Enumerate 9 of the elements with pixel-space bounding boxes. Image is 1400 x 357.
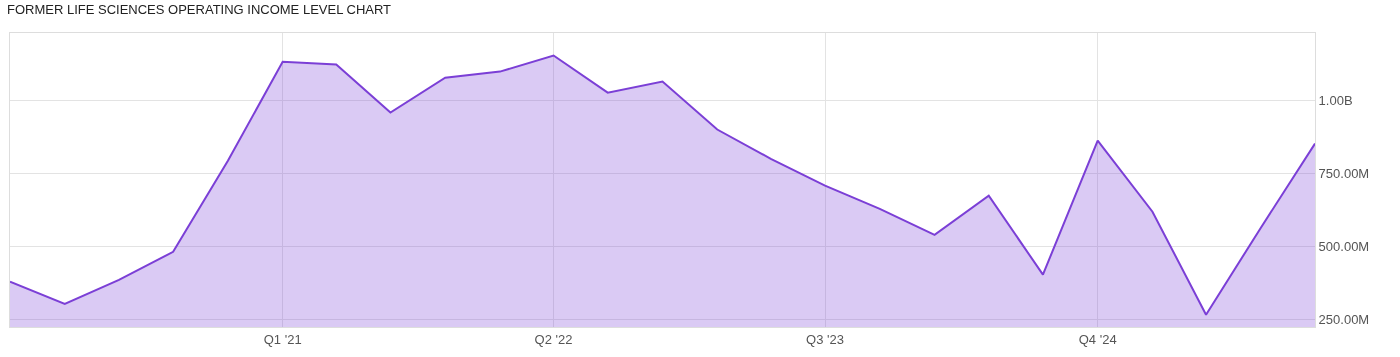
x-tick-label: Q3 '23: [806, 331, 844, 347]
x-tick-label: Q2 '22: [534, 331, 573, 347]
y-tick-label: 500.00M: [1318, 239, 1370, 255]
y-tick-label: 1.00B: [1318, 92, 1353, 108]
y-tick-label: 250.00M: [1318, 312, 1370, 328]
x-tick-label: Q4 '24: [1078, 331, 1117, 347]
x-tick-label: Q1 '21: [263, 331, 302, 347]
y-tick-label: 750.00M: [1318, 165, 1370, 181]
chart-title: FORMER LIFE SCIENCES OPERATING INCOME LEVEL CHART: [7, 2, 392, 18]
